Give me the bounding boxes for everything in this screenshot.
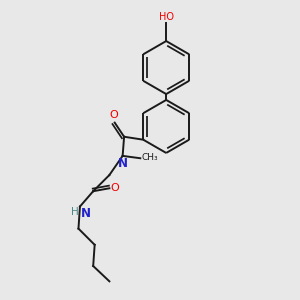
Text: CH₃: CH₃ xyxy=(141,153,158,162)
Text: N: N xyxy=(118,157,128,170)
Text: H: H xyxy=(71,207,79,217)
Text: O: O xyxy=(111,183,119,193)
Text: N: N xyxy=(80,207,91,220)
Text: HO: HO xyxy=(159,12,174,22)
Text: O: O xyxy=(109,110,118,120)
